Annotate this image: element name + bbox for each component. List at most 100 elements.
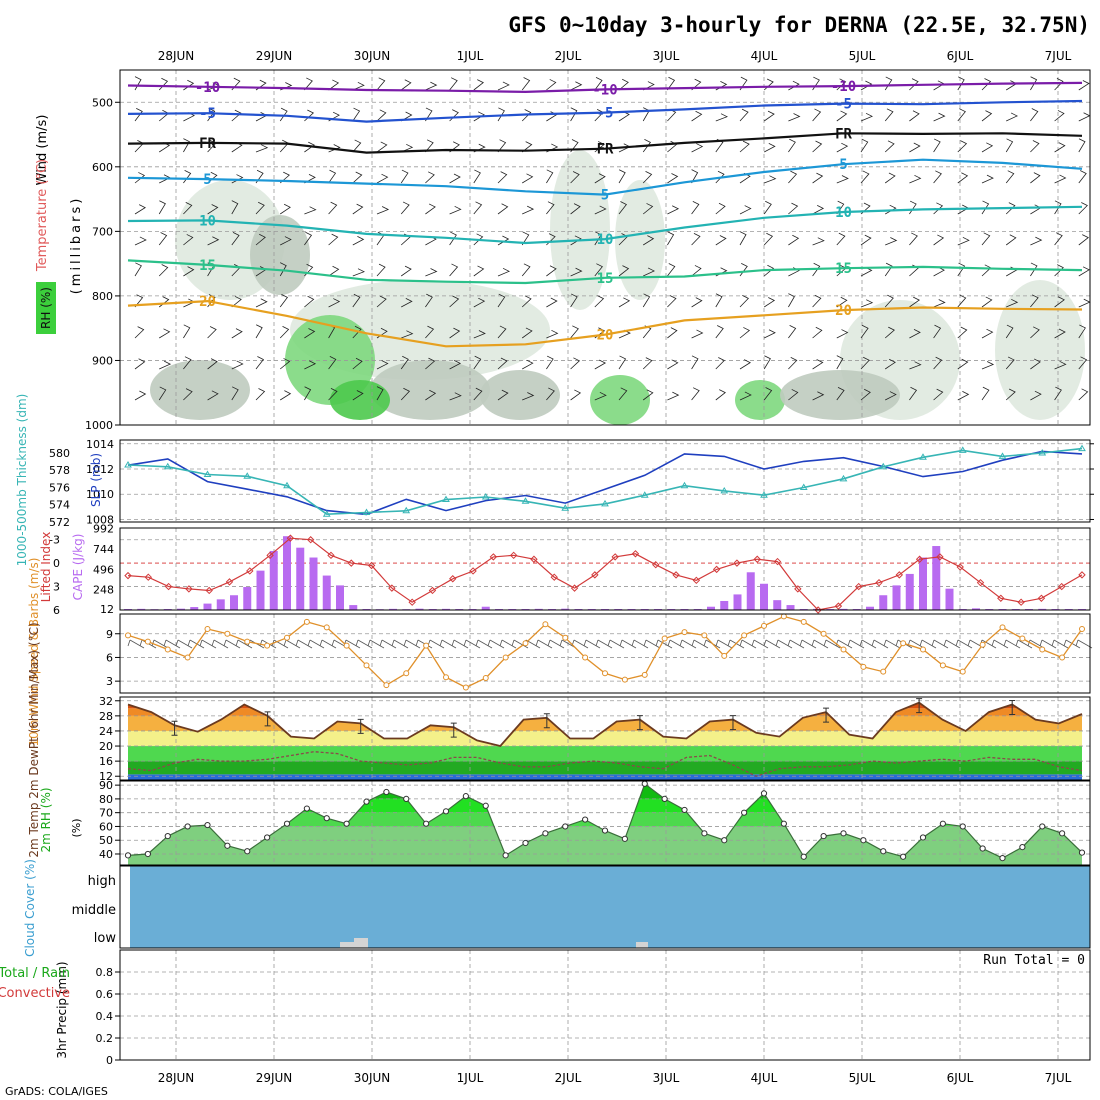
wind-speed-point	[125, 632, 131, 639]
lifted-index-point	[672, 571, 680, 579]
wind-barb	[1030, 204, 1042, 215]
lifted-index-point	[246, 567, 254, 575]
wind-barb	[933, 324, 942, 339]
rh-point	[462, 793, 469, 800]
lifted-index-point	[225, 578, 234, 586]
lifted-index-point	[144, 573, 153, 581]
wind-barb	[885, 237, 898, 246]
wind-barb	[836, 78, 847, 91]
cape-bar	[720, 600, 729, 610]
wind-barb	[183, 202, 193, 215]
wind-barb	[871, 639, 889, 649]
isotherm-label: 5	[839, 157, 847, 173]
cape-bar	[137, 608, 146, 610]
temp-minmax-bar	[357, 718, 364, 734]
wind-barb	[1051, 639, 1069, 649]
wind-barb	[425, 81, 438, 91]
wind-speed-point	[462, 684, 469, 691]
wind-barb	[981, 232, 991, 246]
wind-tick-label: 6	[106, 651, 113, 664]
wind-barb	[909, 232, 918, 246]
wind-barb	[619, 639, 637, 649]
wind-barb	[957, 108, 966, 122]
cloud-frame	[119, 865, 1091, 949]
rh-point	[979, 845, 986, 852]
wind-barb	[546, 387, 555, 401]
wind-barb	[884, 76, 893, 91]
wind-barb	[158, 200, 166, 215]
cape-bar	[945, 588, 954, 610]
lifted-index-point	[388, 584, 396, 592]
lifted-index-point	[489, 553, 498, 561]
lifted-index-point	[631, 550, 640, 558]
wind-barb	[933, 266, 945, 277]
temperature-panel: 32 28 24 20 16 12	[99, 695, 1091, 783]
wind-barb	[957, 294, 967, 308]
wind-barb	[594, 231, 602, 246]
temp-tick-label: 28	[99, 710, 113, 723]
cape-bar	[269, 550, 278, 610]
lifted-index-point	[570, 584, 579, 592]
upper-air-panel: 500 600 700 800 900 1000 -10 -10 -10 -5 -5 -5 FR FR FR…	[85, 69, 1091, 432]
wind-barb	[319, 639, 337, 649]
thickness-tick-label: 576	[49, 481, 70, 494]
wind-barb	[401, 298, 413, 308]
cape-tick-label: 496	[93, 563, 114, 576]
precip-tick-label: 0.4	[96, 1010, 114, 1023]
wind-barb	[199, 639, 217, 649]
lifted-index-point	[834, 602, 843, 610]
precip-tick-label: 0.8	[96, 966, 114, 979]
footer-credit: GrADS: COLA/IGES	[5, 1085, 108, 1098]
rh-shading	[370, 360, 490, 420]
wind-barb	[449, 295, 460, 308]
wind-barb	[280, 236, 292, 246]
wind-barb	[836, 200, 845, 215]
wind-barb	[279, 358, 291, 370]
wind-barb	[739, 295, 750, 308]
slp-left-label: 1000-500mb Thickness (dm)	[15, 394, 29, 567]
wind-barb	[367, 639, 385, 649]
rh-point	[363, 798, 370, 805]
wind-barb	[183, 170, 192, 184]
isotherm-label: -5	[199, 106, 216, 122]
wind-barb	[642, 203, 654, 215]
wind-barb	[739, 639, 757, 649]
cape-frame	[119, 527, 1091, 611]
wind-barb	[788, 170, 798, 184]
wind-barb	[425, 325, 435, 339]
wind-speed-point	[780, 613, 787, 620]
rh-shading	[250, 215, 310, 295]
rh-shading	[590, 375, 650, 425]
chart-title: GFS 0~10day 3-hourly for DERNA (22.5E, 3…	[508, 13, 1090, 37]
wind-barb	[594, 205, 607, 215]
wind-barb	[957, 76, 965, 91]
upper-wind-label: Wind (m/s)	[35, 115, 50, 186]
lifted-index-point	[469, 567, 477, 575]
wind-barb	[919, 639, 937, 649]
wind-barb	[715, 389, 727, 401]
cape-bar	[190, 607, 199, 610]
wind-barb	[763, 232, 774, 246]
wind-barb	[909, 386, 918, 401]
wind-barb	[812, 172, 824, 184]
lifted-index-point	[712, 565, 721, 574]
cape-bar	[389, 608, 397, 610]
wind-speed-point	[1059, 654, 1066, 661]
wind-speed-point	[383, 682, 390, 689]
wind-barb	[127, 639, 145, 649]
rh-point	[204, 821, 211, 829]
wind-barb	[739, 359, 751, 370]
wind-barb	[279, 262, 287, 277]
wind-barb	[631, 639, 649, 649]
top-date-label: 29JUN	[256, 49, 293, 63]
wind-barb	[1078, 266, 1090, 277]
wind-barb	[860, 138, 869, 153]
cape-bar	[972, 608, 980, 610]
rh-tick-label: 60	[99, 820, 113, 833]
precip-tick-label: 0.6	[96, 988, 114, 1001]
wind-barb	[376, 206, 390, 215]
li-tick-label: 3	[53, 581, 60, 594]
wind-speed-point	[920, 646, 926, 653]
wind-barb	[812, 205, 825, 215]
rh-point	[283, 820, 291, 827]
